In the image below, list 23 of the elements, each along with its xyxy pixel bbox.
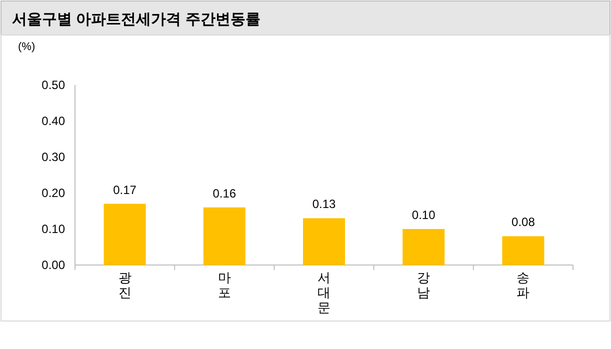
y-tick-label: 0.00: [42, 258, 66, 272]
y-axis-title: (%): [18, 41, 36, 53]
y-tick-label: 0.10: [42, 222, 66, 236]
x-tick-label: 광진: [118, 270, 132, 300]
bar: [104, 204, 146, 265]
bar: [203, 207, 246, 265]
x-tick-label: 강남: [417, 270, 430, 300]
bar: [402, 229, 445, 265]
data-label: 0.17: [113, 182, 137, 197]
bar: [303, 218, 345, 265]
y-tick-label: 0.30: [42, 150, 66, 164]
x-tick-label: 마포: [218, 270, 231, 300]
x-tick-label: 서대문: [318, 270, 330, 315]
y-tick-label: 0.40: [42, 114, 66, 128]
data-label: 0.16: [212, 186, 236, 200]
y-tick-label: 0.20: [42, 186, 66, 200]
x-tick-label: 송파: [516, 270, 530, 300]
data-label: 0.08: [512, 215, 536, 230]
y-tick-label: 0.50: [42, 78, 66, 92]
bar: [502, 236, 544, 265]
data-label: 0.13: [312, 197, 336, 212]
data-label: 0.10: [412, 208, 436, 222]
chart-title: 서울구별 아파트전세가격 주간변동률: [12, 11, 260, 28]
